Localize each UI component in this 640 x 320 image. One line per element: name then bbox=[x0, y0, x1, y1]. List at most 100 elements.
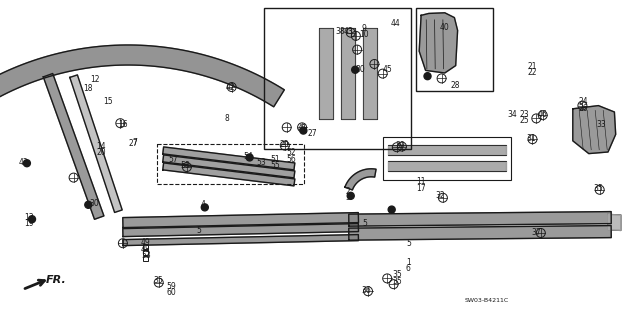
Circle shape bbox=[388, 206, 395, 213]
Polygon shape bbox=[608, 214, 621, 230]
Text: 39: 39 bbox=[395, 141, 405, 150]
Text: 7: 7 bbox=[132, 138, 137, 147]
Circle shape bbox=[300, 127, 307, 134]
Polygon shape bbox=[163, 163, 295, 186]
Circle shape bbox=[352, 66, 358, 73]
Text: 32: 32 bbox=[435, 191, 445, 200]
Text: 18: 18 bbox=[84, 84, 93, 93]
Text: 2: 2 bbox=[346, 187, 351, 196]
Polygon shape bbox=[123, 235, 358, 245]
Polygon shape bbox=[349, 226, 611, 240]
Text: 12: 12 bbox=[90, 75, 99, 84]
Polygon shape bbox=[349, 212, 611, 226]
Text: 9: 9 bbox=[361, 24, 366, 33]
Polygon shape bbox=[388, 145, 506, 155]
Polygon shape bbox=[123, 212, 358, 228]
Text: 44: 44 bbox=[390, 20, 401, 28]
Bar bbox=[157, 144, 304, 184]
Polygon shape bbox=[163, 155, 295, 178]
Text: 1: 1 bbox=[406, 258, 411, 267]
Text: 23: 23 bbox=[520, 110, 530, 119]
Text: 38: 38 bbox=[335, 27, 346, 36]
Text: 45: 45 bbox=[382, 65, 392, 74]
Text: 35: 35 bbox=[593, 184, 604, 193]
Text: 35: 35 bbox=[392, 270, 402, 279]
Text: 17: 17 bbox=[416, 184, 426, 193]
Polygon shape bbox=[419, 13, 458, 73]
Text: 55: 55 bbox=[270, 161, 280, 170]
Text: 26: 26 bbox=[579, 104, 589, 113]
Circle shape bbox=[29, 216, 35, 223]
Circle shape bbox=[348, 192, 354, 199]
Polygon shape bbox=[163, 147, 295, 170]
Text: 5: 5 bbox=[196, 226, 201, 235]
Text: 43: 43 bbox=[343, 27, 353, 36]
Polygon shape bbox=[573, 106, 616, 154]
Text: 52: 52 bbox=[286, 148, 296, 157]
Bar bbox=[143, 256, 148, 261]
Text: 15: 15 bbox=[102, 97, 113, 106]
Text: 49: 49 bbox=[141, 238, 151, 247]
Text: 36: 36 bbox=[361, 286, 371, 295]
Text: 27: 27 bbox=[307, 129, 317, 138]
Text: 8: 8 bbox=[225, 114, 230, 123]
Circle shape bbox=[246, 154, 253, 161]
Text: 3: 3 bbox=[346, 193, 351, 202]
Text: 24: 24 bbox=[579, 97, 589, 106]
Bar bbox=[416, 8, 493, 91]
Text: 42: 42 bbox=[225, 83, 236, 92]
Text: 60: 60 bbox=[166, 288, 177, 297]
Text: 29: 29 bbox=[280, 140, 290, 149]
Circle shape bbox=[85, 201, 92, 208]
Text: 4: 4 bbox=[201, 200, 206, 209]
Text: 5: 5 bbox=[406, 239, 411, 248]
Text: 37: 37 bbox=[531, 228, 541, 237]
Text: 35: 35 bbox=[392, 277, 402, 286]
Circle shape bbox=[424, 73, 431, 80]
Text: 19: 19 bbox=[24, 220, 34, 228]
Circle shape bbox=[24, 160, 30, 167]
Polygon shape bbox=[123, 224, 358, 236]
Text: 31: 31 bbox=[526, 134, 536, 143]
Text: 46: 46 bbox=[538, 110, 548, 119]
Text: 34: 34 bbox=[507, 110, 517, 119]
Text: 25: 25 bbox=[520, 116, 530, 125]
Text: 30: 30 bbox=[355, 65, 365, 74]
Text: 40: 40 bbox=[440, 23, 450, 32]
Polygon shape bbox=[363, 28, 377, 119]
Text: 27: 27 bbox=[128, 140, 138, 148]
Text: 35: 35 bbox=[154, 276, 164, 285]
Text: 28: 28 bbox=[451, 81, 460, 90]
Bar bbox=[143, 244, 148, 249]
Polygon shape bbox=[345, 169, 376, 190]
Polygon shape bbox=[340, 28, 355, 119]
Text: 30: 30 bbox=[90, 199, 100, 208]
Text: 22: 22 bbox=[528, 68, 537, 77]
Polygon shape bbox=[44, 74, 104, 219]
Text: 58: 58 bbox=[180, 161, 191, 170]
Text: 56: 56 bbox=[286, 155, 296, 164]
Text: 53: 53 bbox=[256, 158, 266, 167]
Text: FR.: FR. bbox=[46, 275, 67, 284]
Polygon shape bbox=[0, 45, 284, 107]
Text: 33: 33 bbox=[596, 120, 607, 129]
Text: 16: 16 bbox=[118, 120, 128, 129]
Bar bbox=[264, 8, 411, 149]
Text: SW03-B4211C: SW03-B4211C bbox=[464, 298, 509, 303]
Text: 14: 14 bbox=[96, 142, 106, 151]
Text: 48: 48 bbox=[141, 245, 151, 254]
Text: 10: 10 bbox=[358, 30, 369, 39]
Text: 41: 41 bbox=[297, 124, 307, 133]
Text: 59: 59 bbox=[166, 282, 177, 291]
Polygon shape bbox=[319, 28, 333, 119]
Text: 57: 57 bbox=[168, 155, 178, 164]
Circle shape bbox=[202, 204, 208, 211]
Text: 20: 20 bbox=[96, 148, 106, 157]
Bar bbox=[383, 137, 511, 180]
Text: 5: 5 bbox=[362, 220, 367, 228]
Text: 43: 43 bbox=[18, 158, 28, 167]
Bar bbox=[143, 250, 148, 255]
Text: 21: 21 bbox=[528, 62, 537, 71]
Text: 53: 53 bbox=[141, 252, 151, 260]
Text: 11: 11 bbox=[417, 177, 426, 186]
